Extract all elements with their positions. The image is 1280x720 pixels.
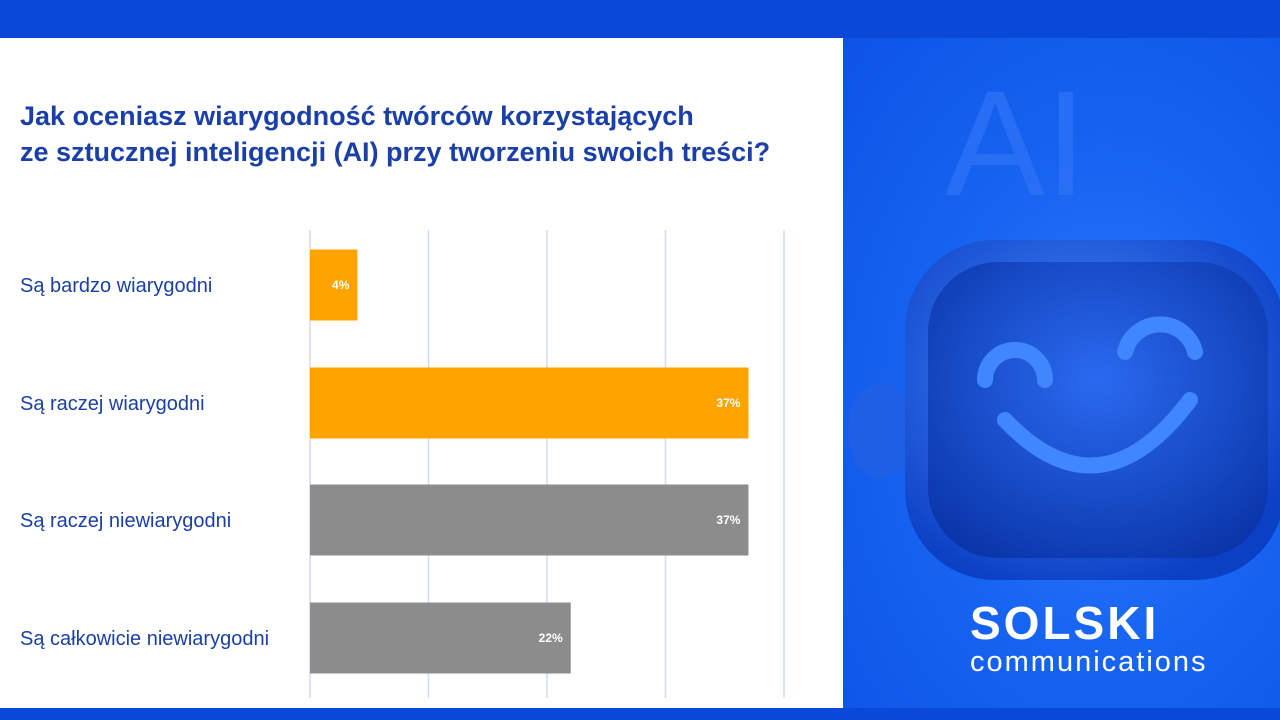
bar-2 xyxy=(310,484,749,556)
bottom-bar xyxy=(0,708,1280,720)
chart-title: Jak oceniasz wiarygodność twórców korzys… xyxy=(20,98,820,170)
logo-subtitle: communications xyxy=(970,646,1208,678)
bar-1 xyxy=(310,367,749,439)
value-label-2: 37% xyxy=(716,513,740,527)
bar-3 xyxy=(310,602,571,674)
smiley-face-icon xyxy=(977,316,1203,474)
bar-chart: Są bardzo wiarygodni 4% Są raczej wiarygod… xyxy=(20,230,785,698)
top-bar xyxy=(0,0,1280,38)
category-label-3: Są całkowicie niewiarygodni xyxy=(20,628,269,650)
category-label-2: Są raczej niewiarygodni xyxy=(20,510,231,532)
chart-title-line-1: Jak oceniasz wiarygodność twórców korzys… xyxy=(20,101,694,131)
value-label-0: 4% xyxy=(332,278,350,292)
category-label-0: Są bardzo wiarygodni xyxy=(20,275,212,297)
bar-0 xyxy=(310,249,358,321)
ai-watermark-text: AI xyxy=(945,59,1087,227)
logo-name: SOLSKI xyxy=(970,597,1160,649)
category-label-1: Są raczej wiarygodni xyxy=(20,393,205,415)
value-label-3: 22% xyxy=(539,631,563,645)
robot-head xyxy=(848,240,1280,580)
chart-title-line-2: ze sztucznej inteligencji (AI) przy twor… xyxy=(20,137,771,167)
value-label-1: 37% xyxy=(716,396,740,410)
solski-logo: SOLSKI communications xyxy=(970,600,1208,678)
